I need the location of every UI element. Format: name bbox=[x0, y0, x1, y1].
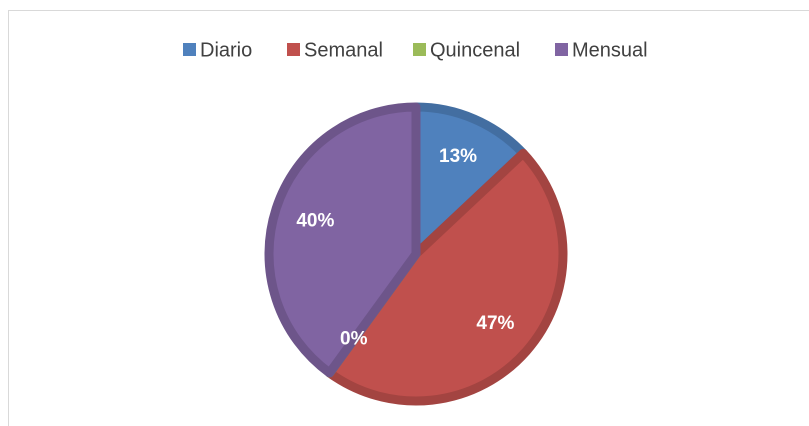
data-label: 40% bbox=[296, 210, 334, 231]
pie-slice bbox=[264, 102, 421, 378]
legend-label: Semanal bbox=[304, 39, 383, 61]
legend-swatch bbox=[413, 43, 426, 56]
legend-label: Diario bbox=[200, 39, 252, 61]
legend-swatch bbox=[287, 43, 300, 56]
data-label: 13% bbox=[439, 146, 477, 167]
data-label: 47% bbox=[476, 313, 514, 334]
legend-swatch bbox=[183, 43, 196, 56]
legend-label: Mensual bbox=[572, 39, 648, 61]
legend-label: Quincenal bbox=[430, 39, 520, 61]
pie-slice bbox=[411, 102, 528, 259]
data-label: 0% bbox=[340, 329, 368, 350]
pie-slice bbox=[325, 148, 568, 406]
legend-swatch bbox=[555, 43, 568, 56]
